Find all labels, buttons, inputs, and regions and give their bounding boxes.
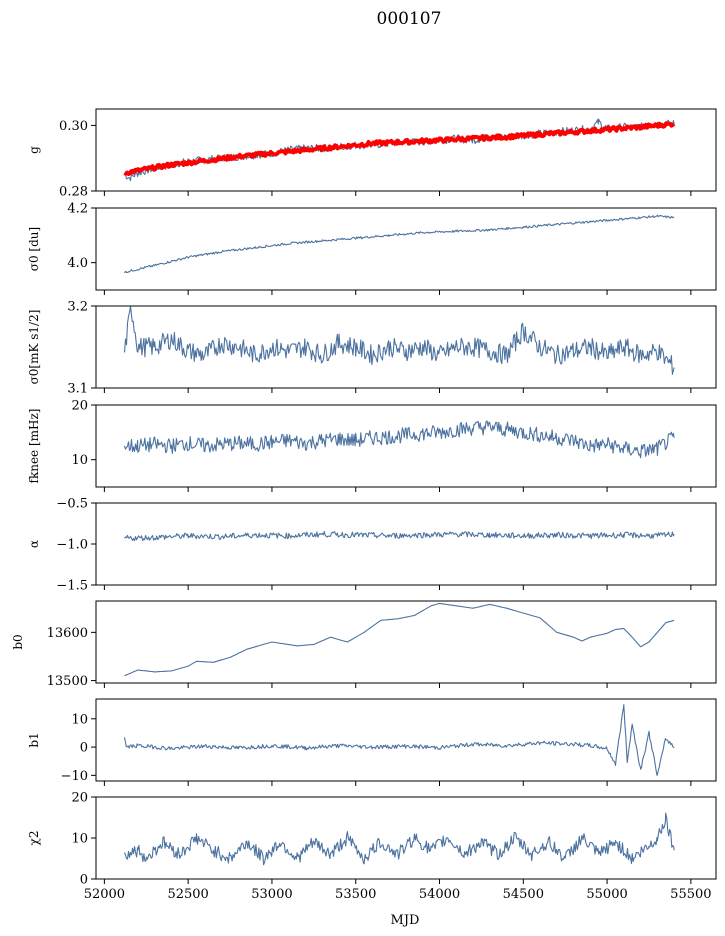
y-tick-label: 0.30 xyxy=(59,119,88,134)
y-tick-label: 0 xyxy=(80,741,88,756)
series-line xyxy=(124,530,675,542)
panel-8: 0 10 20 52000 52500 53000 53500 54000 54500 55000… xyxy=(27,791,717,902)
series-line xyxy=(123,306,675,375)
series-line xyxy=(123,812,675,866)
x-tick-label: 52500 xyxy=(167,887,208,902)
axes-frame xyxy=(95,796,717,880)
x-tick-label: 54500 xyxy=(503,887,544,902)
y-axis-label: χ2 xyxy=(27,831,41,846)
y-axis-label: σ0 [du] xyxy=(27,227,41,271)
y-axis-label: σ0[mK s1/2] xyxy=(27,310,41,385)
panel-7: −10 0 10 b1 xyxy=(27,698,717,786)
panel-4: 10 20 fknee [mHz] xyxy=(27,399,717,492)
panel-5: −1.5 −1.0 −0.5 α xyxy=(27,497,717,594)
y-axis-label: fknee [mHz] xyxy=(27,409,41,484)
x-tick-label: 53500 xyxy=(335,887,376,902)
y-axis-label: b1 xyxy=(27,732,41,747)
axes-frame xyxy=(95,305,717,389)
y-tick-label: 20 xyxy=(71,791,88,806)
y-tick-label: 3.1 xyxy=(67,382,88,397)
x-tick-label: 55000 xyxy=(586,887,627,902)
y-tick-label: −0.5 xyxy=(56,497,88,512)
panel-2: 4.0 4.2 σ0 [du] xyxy=(27,202,717,295)
panel-4-series xyxy=(123,420,675,459)
y-tick-label: 13500 xyxy=(47,674,88,689)
y-tick-label: −10 xyxy=(61,769,88,784)
y-axis-label: α xyxy=(27,540,41,548)
axes-frame xyxy=(95,404,717,488)
y-tick-label: 10 xyxy=(71,453,88,468)
y-tick-label: 13600 xyxy=(47,626,88,641)
x-axis-label: MJD xyxy=(391,913,420,928)
panel-3: 3.1 3.2 σ0[mK s1/2] xyxy=(27,300,717,397)
panel-1: 0.28 0.30 g xyxy=(27,108,717,200)
x-tick-label: 54000 xyxy=(419,887,460,902)
x-tick-label: 52000 xyxy=(84,887,125,902)
axes-frame xyxy=(95,207,717,291)
panels: 0.28 0.30 g 4.0 4.2 σ0 [du] 3.1 3.2 σ0[mK s1/2] 1… xyxy=(11,108,717,902)
y-tick-label: −1.0 xyxy=(56,538,88,553)
y-tick-label: 4.0 xyxy=(67,256,88,271)
axes-frame xyxy=(95,600,717,684)
axes-frame xyxy=(95,698,717,782)
y-tick-label: 4.2 xyxy=(67,202,88,217)
series-line xyxy=(124,602,675,677)
panel-1-series xyxy=(123,118,676,182)
panel-5-series xyxy=(124,530,675,542)
y-tick-label: 0 xyxy=(80,873,88,888)
series-line xyxy=(123,420,675,459)
series-line xyxy=(123,704,675,776)
panel-3-series xyxy=(123,306,675,375)
y-tick-label: 20 xyxy=(71,399,88,414)
figure-title: 000107 xyxy=(377,9,442,29)
y-tick-label: 10 xyxy=(71,712,88,727)
panel-7-series xyxy=(123,704,675,776)
axes-frame xyxy=(95,108,717,192)
y-tick-label: −1.5 xyxy=(56,579,88,594)
panel-6-series xyxy=(124,602,675,677)
y-tick-label: 0.28 xyxy=(59,185,88,200)
y-axis-label: b0 xyxy=(11,634,25,649)
y-tick-label: 10 xyxy=(71,832,88,847)
series-line xyxy=(124,214,675,274)
y-axis-label: g xyxy=(27,146,41,154)
x-tick-label: 53000 xyxy=(251,887,292,902)
fit-line xyxy=(123,121,676,176)
panel-8-series xyxy=(123,812,675,866)
panel-6: 13500 13600 b0 xyxy=(11,600,717,689)
y-tick-label: 3.2 xyxy=(67,300,88,315)
panel-2-series xyxy=(124,214,675,274)
x-tick-label: 55500 xyxy=(670,887,711,902)
axes-frame xyxy=(95,502,717,586)
